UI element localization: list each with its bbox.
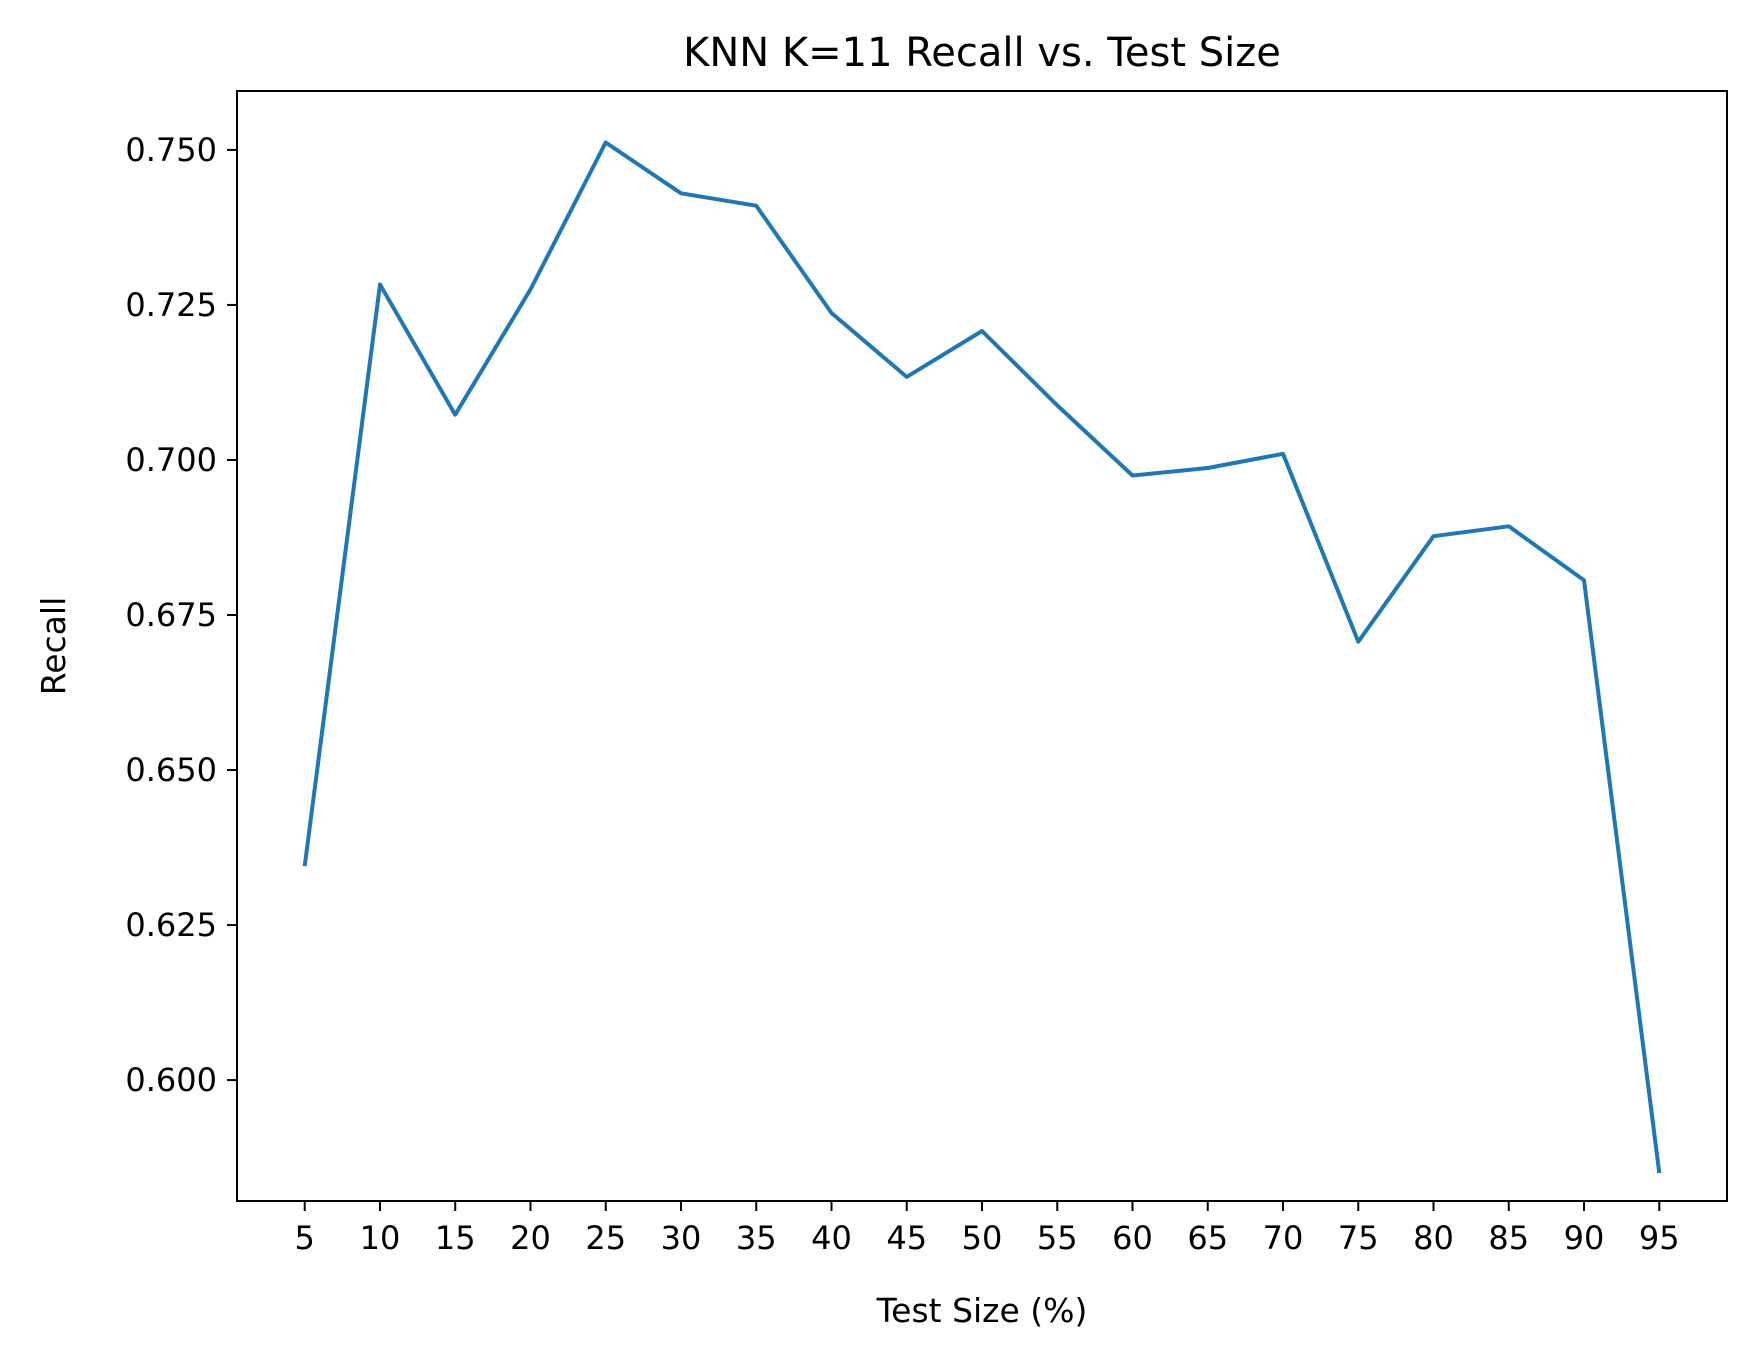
chart-title: KNN K=11 Recall vs. Test Size [683,30,1281,76]
plot-area-frame [236,90,1728,1202]
y-axis: 0.600 0.625 0.650 0.675 0.700 0.725 0.750 [125,131,237,1099]
x-tick-label: 50 [962,1219,1003,1257]
x-tick-label: 20 [510,1219,551,1257]
x-tick-label: 80 [1413,1219,1454,1257]
x-tick-label: 5 [295,1219,315,1257]
y-tick-label: 0.600 [125,1061,217,1099]
y-tick-label: 0.725 [125,286,217,324]
x-axis: 5 10 15 20 25 30 35 40 45 50 55 60 65 70 75 80 85 90 95 [295,1201,1680,1257]
x-tick-label: 90 [1564,1219,1605,1257]
x-tick-label: 30 [661,1219,702,1257]
x-tick-label: 45 [886,1219,927,1257]
x-tick-label: 55 [1037,1219,1078,1257]
x-tick-label: 65 [1187,1219,1228,1257]
y-tick-label: 0.625 [125,906,217,944]
x-tick-label: 75 [1338,1219,1379,1257]
x-tick-label: 10 [360,1219,401,1257]
recall-series-line [302,140,1662,1174]
x-tick-label: 15 [435,1219,476,1257]
y-tick-label: 0.675 [125,596,217,634]
x-tick-label: 70 [1263,1219,1304,1257]
x-tick-label: 60 [1112,1219,1153,1257]
x-tick-label: 95 [1639,1219,1680,1257]
y-axis-label: Recall [34,597,73,695]
x-tick-label: 35 [736,1219,777,1257]
y-tick-label: 0.700 [125,441,217,479]
y-tick-label: 0.650 [125,751,217,789]
y-tick-label: 0.750 [125,131,217,169]
x-tick-label: 40 [811,1219,852,1257]
x-axis-label: Test Size (%) [876,1291,1088,1330]
x-tick-label: 85 [1488,1219,1529,1257]
x-tick-label: 25 [585,1219,626,1257]
